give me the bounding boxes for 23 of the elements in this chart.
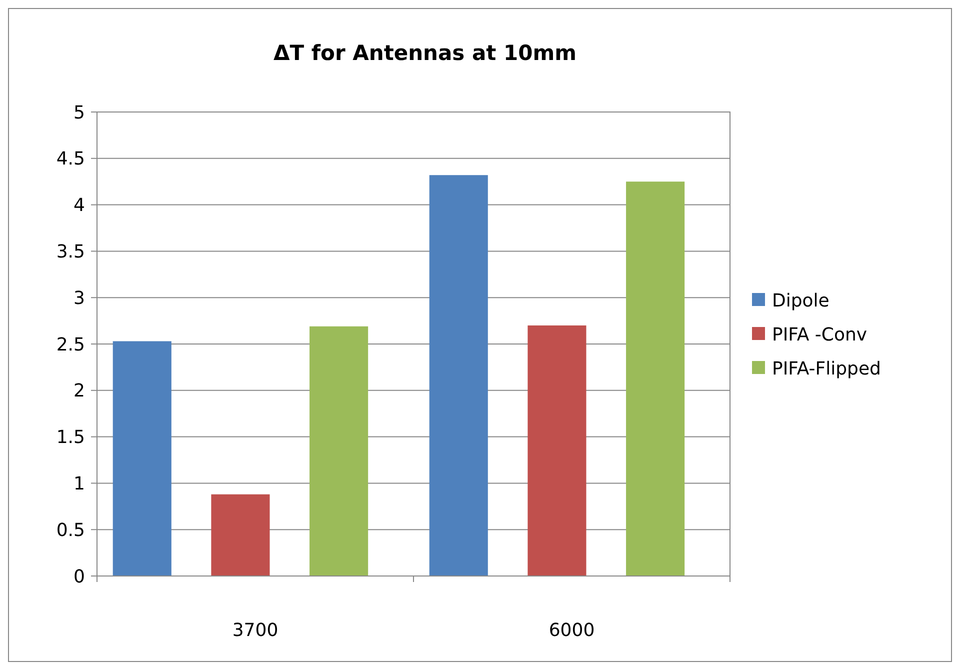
bar (112, 341, 172, 576)
y-tick-label: 4 (74, 195, 85, 216)
x-tick-label: 6000 (548, 620, 595, 641)
chart-title: ΔT for Antennas at 10mm (274, 41, 576, 65)
legend-label: Dipole (772, 290, 830, 312)
bar (429, 175, 488, 576)
bar (310, 326, 368, 576)
legend-label: PIFA-Flipped (772, 358, 881, 380)
y-tick-label: 2.5 (56, 334, 85, 356)
y-tick-label: 3 (74, 288, 85, 309)
legend-label: PIFA -Conv (772, 324, 868, 346)
y-tick-label: 2 (74, 380, 85, 402)
y-tick-label: 5 (74, 102, 85, 124)
y-tick-label: 3.5 (56, 242, 85, 262)
bar (626, 182, 685, 576)
y-tick-label: 4.5 (56, 148, 85, 170)
x-tick-label: 3700 (232, 620, 278, 641)
y-tick-label: 1 (74, 474, 85, 494)
y-tick-label: 0 (74, 566, 85, 588)
bar (528, 325, 586, 576)
y-tick-label: 1.5 (56, 427, 85, 448)
bar (211, 494, 270, 576)
y-tick-label: 0.5 (56, 520, 85, 541)
